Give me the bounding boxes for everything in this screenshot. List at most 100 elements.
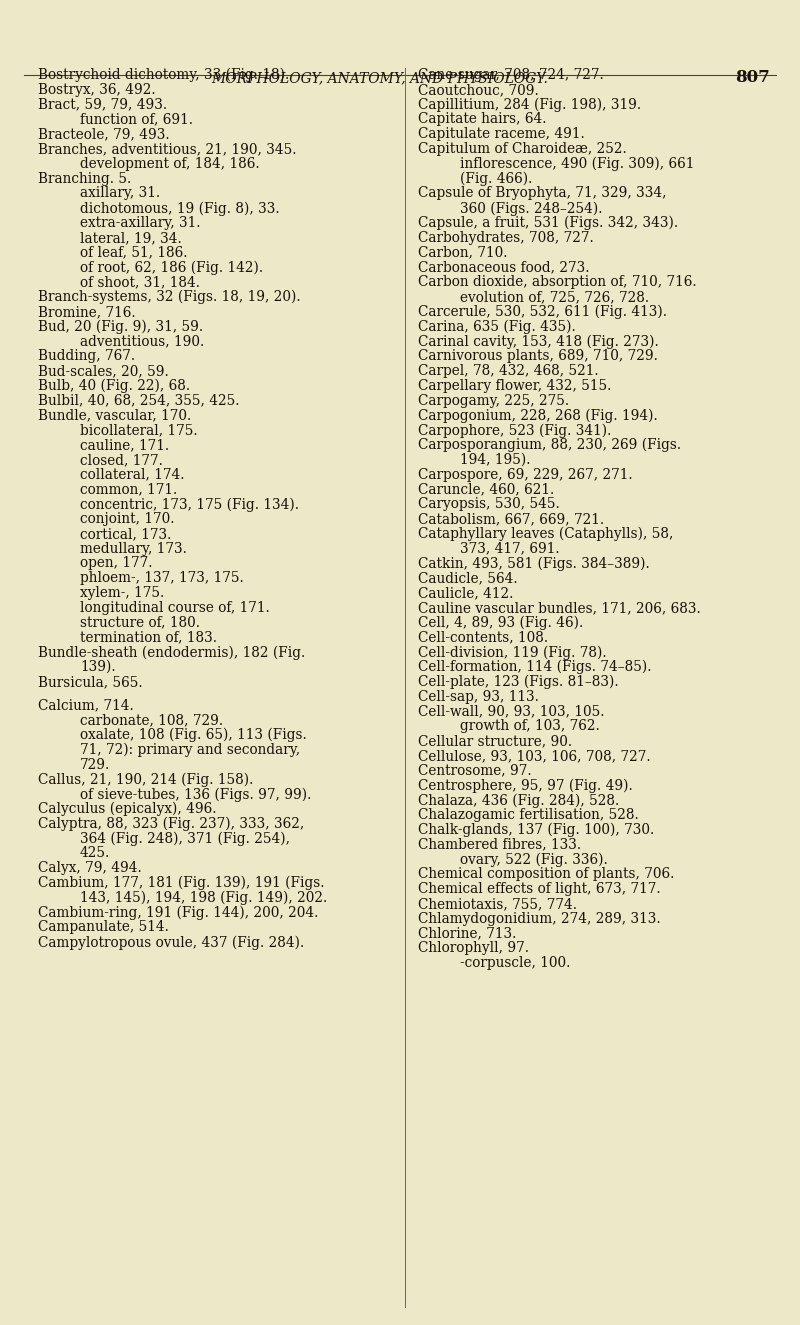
Text: Centrosome, 97.: Centrosome, 97. [418, 763, 532, 778]
Text: Branch-systems, 32 (Figs. 18, 19, 20).: Branch-systems, 32 (Figs. 18, 19, 20). [38, 290, 301, 305]
Text: of shoot, 31, 184.: of shoot, 31, 184. [80, 276, 200, 289]
Text: Carpogonium, 228, 268 (Fig. 194).: Carpogonium, 228, 268 (Fig. 194). [418, 408, 658, 423]
Text: 373, 417, 691.: 373, 417, 691. [460, 542, 560, 555]
Text: Bulbil, 40, 68, 254, 355, 425.: Bulbil, 40, 68, 254, 355, 425. [38, 394, 239, 408]
Text: lateral, 19, 34.: lateral, 19, 34. [80, 231, 182, 245]
Text: 194, 195).: 194, 195). [460, 453, 530, 466]
Text: Carbonaceous food, 273.: Carbonaceous food, 273. [418, 261, 590, 274]
Text: Bromine, 716.: Bromine, 716. [38, 305, 136, 319]
Text: Campanulate, 514.: Campanulate, 514. [38, 921, 169, 934]
Text: Carpel, 78, 432, 468, 521.: Carpel, 78, 432, 468, 521. [418, 364, 598, 378]
Text: conjoint, 170.: conjoint, 170. [80, 511, 174, 526]
Text: collateral, 174.: collateral, 174. [80, 468, 185, 481]
Text: Branching. 5.: Branching. 5. [38, 172, 131, 186]
Text: Caudicle, 564.: Caudicle, 564. [418, 571, 518, 586]
Text: of root, 62, 186 (Fig. 142).: of root, 62, 186 (Fig. 142). [80, 261, 263, 274]
Text: bicollateral, 175.: bicollateral, 175. [80, 423, 198, 437]
Text: Caruncle, 460, 621.: Caruncle, 460, 621. [418, 482, 554, 497]
Text: dichotomous, 19 (Fig. 8), 33.: dichotomous, 19 (Fig. 8), 33. [80, 201, 280, 216]
Text: Calyptra, 88, 323 (Fig. 237), 333, 362,: Calyptra, 88, 323 (Fig. 237), 333, 362, [38, 818, 304, 831]
Text: termination of, 183.: termination of, 183. [80, 631, 217, 644]
Text: Carpophore, 523 (Fig. 341).: Carpophore, 523 (Fig. 341). [418, 423, 611, 437]
Text: Capsule of Bryophyta, 71, 329, 334,: Capsule of Bryophyta, 71, 329, 334, [418, 187, 666, 200]
Text: xylem-, 175.: xylem-, 175. [80, 586, 164, 600]
Text: Bud-scales, 20, 59.: Bud-scales, 20, 59. [38, 364, 169, 378]
Text: closed, 177.: closed, 177. [80, 453, 163, 466]
Text: cortical, 173.: cortical, 173. [80, 527, 171, 541]
Text: Chlorine, 713.: Chlorine, 713. [418, 926, 516, 941]
Text: Cell, 4, 89, 93 (Fig. 46).: Cell, 4, 89, 93 (Fig. 46). [418, 616, 583, 629]
Text: adventitious, 190.: adventitious, 190. [80, 334, 204, 348]
Text: 71, 72): primary and secondary,: 71, 72): primary and secondary, [80, 743, 300, 758]
Text: Cell-division, 119 (Fig. 78).: Cell-division, 119 (Fig. 78). [418, 645, 606, 660]
Text: 360 (Figs. 248–254).: 360 (Figs. 248–254). [460, 201, 602, 216]
Text: Cauline vascular bundles, 171, 206, 683.: Cauline vascular bundles, 171, 206, 683. [418, 600, 701, 615]
Text: Capsule, a fruit, 531 (Figs. 342, 343).: Capsule, a fruit, 531 (Figs. 342, 343). [418, 216, 678, 231]
Text: Carposporangium, 88, 230, 269 (Figs.: Carposporangium, 88, 230, 269 (Figs. [418, 439, 681, 452]
Text: Caoutchouc, 709.: Caoutchouc, 709. [418, 82, 538, 97]
Text: Cambium-ring, 191 (Fig. 144), 200, 204.: Cambium-ring, 191 (Fig. 144), 200, 204. [38, 906, 318, 920]
Text: Carinal cavity, 153, 418 (Fig. 273).: Carinal cavity, 153, 418 (Fig. 273). [418, 334, 658, 348]
Text: Carbohydrates, 708, 727.: Carbohydrates, 708, 727. [418, 231, 594, 245]
Text: Bulb, 40 (Fig. 22), 68.: Bulb, 40 (Fig. 22), 68. [38, 379, 190, 394]
Text: 143, 145), 194, 198 (Fig. 149), 202.: 143, 145), 194, 198 (Fig. 149), 202. [80, 890, 327, 905]
Text: Chlorophyll, 97.: Chlorophyll, 97. [418, 941, 529, 955]
Text: function of, 691.: function of, 691. [80, 113, 193, 126]
Text: Cataphyllary leaves (Cataphylls), 58,: Cataphyllary leaves (Cataphylls), 58, [418, 527, 674, 541]
Text: carbonate, 108, 729.: carbonate, 108, 729. [80, 713, 223, 727]
Text: medullary, 173.: medullary, 173. [80, 542, 187, 555]
Text: Cambium, 177, 181 (Fig. 139), 191 (Figs.: Cambium, 177, 181 (Fig. 139), 191 (Figs. [38, 876, 325, 890]
Text: of sieve-tubes, 136 (Figs. 97, 99).: of sieve-tubes, 136 (Figs. 97, 99). [80, 787, 311, 802]
Text: phloem-, 137, 173, 175.: phloem-, 137, 173, 175. [80, 571, 244, 586]
Text: Catabolism, 667, 669, 721.: Catabolism, 667, 669, 721. [418, 511, 604, 526]
Text: Campylotropous ovule, 437 (Fig. 284).: Campylotropous ovule, 437 (Fig. 284). [38, 935, 304, 950]
Text: 364 (Fig. 248), 371 (Fig. 254),: 364 (Fig. 248), 371 (Fig. 254), [80, 832, 290, 847]
Text: Cane-sugar, 708, 724, 727.: Cane-sugar, 708, 724, 727. [418, 68, 604, 82]
Text: Cell-wall, 90, 93, 103, 105.: Cell-wall, 90, 93, 103, 105. [418, 705, 605, 718]
Text: Chalaza, 436 (Fig. 284), 528.: Chalaza, 436 (Fig. 284), 528. [418, 794, 619, 808]
Text: Bursicula, 565.: Bursicula, 565. [38, 674, 142, 689]
Text: evolution of, 725, 726, 728.: evolution of, 725, 726, 728. [460, 290, 649, 303]
Text: open, 177.: open, 177. [80, 556, 153, 570]
Text: MORPHOLOGY, ANATOMY, AND PHYSIOLOGY.: MORPHOLOGY, ANATOMY, AND PHYSIOLOGY. [211, 72, 549, 85]
Text: Bracteole, 79, 493.: Bracteole, 79, 493. [38, 127, 170, 142]
Text: Bostryx, 36, 492.: Bostryx, 36, 492. [38, 82, 156, 97]
Text: Cellular structure, 90.: Cellular structure, 90. [418, 734, 572, 749]
Text: Caulicle, 412.: Caulicle, 412. [418, 586, 514, 600]
Text: Carpospore, 69, 229, 267, 271.: Carpospore, 69, 229, 267, 271. [418, 468, 633, 481]
Text: Bundle, vascular, 170.: Bundle, vascular, 170. [38, 408, 191, 423]
Text: Calyculus (epicalyx), 496.: Calyculus (epicalyx), 496. [38, 802, 217, 816]
Text: (Fig. 466).: (Fig. 466). [460, 172, 532, 186]
Text: structure of, 180.: structure of, 180. [80, 616, 200, 629]
Text: Cellulose, 93, 103, 106, 708, 727.: Cellulose, 93, 103, 106, 708, 727. [418, 749, 650, 763]
Text: Carnivorous plants, 689, 710, 729.: Carnivorous plants, 689, 710, 729. [418, 350, 658, 363]
Text: Callus, 21, 190, 214 (Fig. 158).: Callus, 21, 190, 214 (Fig. 158). [38, 772, 254, 787]
Text: growth of, 103, 762.: growth of, 103, 762. [460, 719, 600, 733]
Text: Carcerule, 530, 532, 611 (Fig. 413).: Carcerule, 530, 532, 611 (Fig. 413). [418, 305, 667, 319]
Text: Centrosphere, 95, 97 (Fig. 49).: Centrosphere, 95, 97 (Fig. 49). [418, 778, 633, 792]
Text: Bostrychoid dichotomy, 33 (Fig. 18).: Bostrychoid dichotomy, 33 (Fig. 18). [38, 68, 290, 82]
Text: concentric, 173, 175 (Fig. 134).: concentric, 173, 175 (Fig. 134). [80, 497, 299, 511]
Text: Chalk-glands, 137 (Fig. 100), 730.: Chalk-glands, 137 (Fig. 100), 730. [418, 823, 654, 837]
Text: longitudinal course of, 171.: longitudinal course of, 171. [80, 600, 270, 615]
Text: Caryopsis, 530, 545.: Caryopsis, 530, 545. [418, 497, 560, 511]
Text: Cell-plate, 123 (Figs. 81–83).: Cell-plate, 123 (Figs. 81–83). [418, 674, 618, 689]
Text: of leaf, 51, 186.: of leaf, 51, 186. [80, 245, 187, 260]
Text: Carbon, 710.: Carbon, 710. [418, 245, 507, 260]
Text: Carbon dioxide, absorption of, 710, 716.: Carbon dioxide, absorption of, 710, 716. [418, 276, 697, 289]
Text: Chlamydogonidium, 274, 289, 313.: Chlamydogonidium, 274, 289, 313. [418, 912, 661, 926]
Text: Chemical effects of light, 673, 717.: Chemical effects of light, 673, 717. [418, 882, 661, 896]
Text: axillary, 31.: axillary, 31. [80, 187, 160, 200]
Text: Calyx, 79, 494.: Calyx, 79, 494. [38, 861, 142, 876]
Text: Capitate hairs, 64.: Capitate hairs, 64. [418, 113, 546, 126]
Text: oxalate, 108 (Fig. 65), 113 (Figs.: oxalate, 108 (Fig. 65), 113 (Figs. [80, 727, 306, 742]
Text: ovary, 522 (Fig. 336).: ovary, 522 (Fig. 336). [460, 852, 608, 867]
Text: Cell-contents, 108.: Cell-contents, 108. [418, 631, 548, 644]
Text: Cell-formation, 114 (Figs. 74–85).: Cell-formation, 114 (Figs. 74–85). [418, 660, 651, 674]
Text: Chalazogamic fertilisation, 528.: Chalazogamic fertilisation, 528. [418, 808, 638, 822]
Text: Bud, 20 (Fig. 9), 31, 59.: Bud, 20 (Fig. 9), 31, 59. [38, 319, 203, 334]
Text: Branches, adventitious, 21, 190, 345.: Branches, adventitious, 21, 190, 345. [38, 142, 297, 156]
Text: -corpuscle, 100.: -corpuscle, 100. [460, 957, 570, 970]
Text: Capillitium, 284 (Fig. 198), 319.: Capillitium, 284 (Fig. 198), 319. [418, 98, 641, 113]
Text: Chambered fibres, 133.: Chambered fibres, 133. [418, 837, 581, 852]
